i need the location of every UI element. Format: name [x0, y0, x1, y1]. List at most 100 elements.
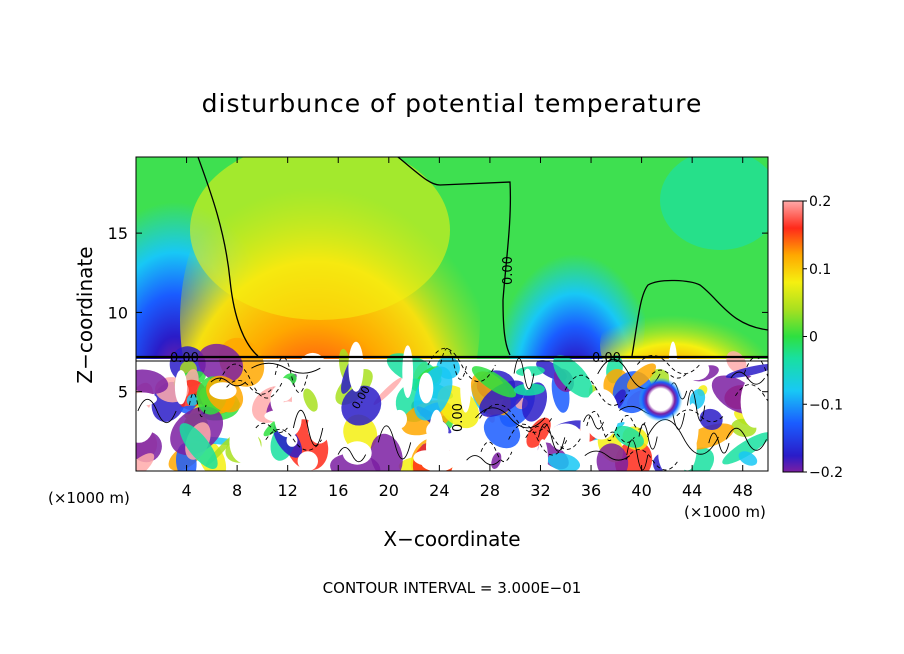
turbulence-contour — [625, 449, 680, 471]
turbulence-gap — [270, 386, 284, 414]
contour-interval-note: CONTOUR INTERVAL = 3.000E−01 — [323, 579, 582, 597]
turbulence-contour — [508, 423, 568, 456]
turbulence-gap — [297, 451, 318, 471]
turbulence-contour — [274, 356, 308, 394]
turbulence-contour — [638, 423, 658, 450]
turbulence-contour — [377, 425, 412, 460]
x-tick-label: 40 — [631, 481, 651, 500]
turbulence-patch — [722, 432, 768, 465]
turbulence-patch — [725, 363, 768, 379]
x-tick-label: 24 — [429, 481, 449, 500]
turbulence-contour — [137, 398, 177, 424]
x-axis: 4 8 12 16 20 24 28 32 36 40 44 48 — [181, 157, 753, 500]
turbulence-gap — [286, 434, 298, 447]
turbulence-contour — [440, 348, 468, 380]
turbulence-gap — [209, 382, 237, 400]
x-axis-label: X−coordinate — [383, 527, 520, 551]
turbulence-contour — [626, 439, 649, 471]
turbulence-contour — [735, 384, 768, 402]
turbulence-patch — [197, 343, 244, 383]
vortex-ring — [638, 377, 683, 422]
turbulence-contour — [725, 427, 767, 451]
turbulence-contour — [480, 441, 513, 463]
x-tick-label: 32 — [530, 481, 550, 500]
x-tick-label: 44 — [682, 481, 702, 500]
turbulence-patch — [553, 355, 593, 398]
colorbar-tick-label: 0 — [809, 330, 818, 346]
turbulence-contour — [210, 377, 247, 387]
turbulence-contour — [466, 455, 501, 466]
turbulence-patch — [526, 417, 551, 448]
contour-label: 0.00 — [170, 351, 199, 366]
turbulence-contour — [584, 450, 631, 461]
x-tick-label: 36 — [581, 481, 601, 500]
y-axis-label: Z−coordinate — [73, 246, 97, 383]
turbulence-contour — [427, 347, 496, 383]
turbulence-patch — [513, 383, 545, 396]
turbulence-patch — [614, 425, 644, 448]
turbulence-gap — [658, 431, 689, 471]
turbulence-contour — [636, 355, 701, 375]
turbulence-patch — [471, 366, 517, 398]
turbulence-patch — [370, 433, 403, 471]
turbulence-gap — [402, 345, 414, 399]
turbulence-gap — [413, 450, 440, 466]
lower-turbulent-layer — [136, 337, 768, 471]
x-unit-right: (×1000 m) — [684, 503, 766, 521]
y-tick-label: 10 — [108, 303, 128, 322]
turbulence-contour — [188, 392, 207, 418]
turbulence-contour — [583, 414, 604, 430]
turbulence-gap — [584, 388, 619, 440]
turbulence-contour — [708, 432, 730, 454]
y-tick-label: 15 — [108, 224, 128, 243]
x-tick-label: 16 — [328, 481, 348, 500]
turbulence-contour — [525, 425, 582, 450]
turbulence-gap — [307, 410, 331, 444]
contour-lines — [136, 157, 768, 362]
colorbar-scale — [782, 200, 804, 473]
turbulence-gap — [745, 388, 768, 427]
turbulence-patch — [596, 443, 629, 471]
turbulence-patch — [179, 423, 218, 470]
turbulence-gap — [418, 372, 434, 404]
turbulence-gap — [682, 359, 710, 381]
turbulence-gap — [342, 441, 372, 465]
x-tick-label: 28 — [480, 481, 500, 500]
turbulence-contour — [475, 407, 546, 429]
turbulence-patch — [303, 388, 318, 412]
turbulence-patch — [547, 452, 581, 471]
turbulence-gap — [229, 420, 259, 464]
turbulence-gap — [460, 362, 471, 413]
y-tick-label: 5 — [118, 383, 128, 402]
turbulence-gap — [467, 430, 483, 469]
contour-label: 0.00 — [592, 351, 621, 366]
turbulence-contour — [251, 362, 321, 374]
turbulence-gap — [264, 409, 300, 423]
turbulence-contour — [219, 363, 284, 399]
turbulence-patch — [626, 363, 657, 390]
turbulence-contour — [730, 371, 765, 385]
turbulence-patch — [136, 369, 169, 394]
turbulence-gap — [392, 409, 407, 429]
x-tick-label: 48 — [733, 481, 753, 500]
turbulence-contour — [226, 379, 274, 395]
turbulence-gap — [537, 439, 548, 471]
x-tick-label: 12 — [278, 481, 298, 500]
turbulence-gap — [686, 403, 699, 449]
turbulence-contour — [479, 403, 552, 433]
x-tick-label: 20 — [379, 481, 399, 500]
turbulence-gap — [136, 402, 154, 443]
colorbar-tick-label: −0.2 — [809, 465, 843, 481]
y-axis: 5 10 15 — [108, 224, 768, 402]
turbulence-contour — [620, 414, 646, 430]
turbulence-contour — [292, 409, 324, 447]
turbulence-contour — [255, 422, 288, 433]
plot-area — [136, 157, 768, 471]
colorbar-ticks: 0.2 0.1 0 −0.1 −0.2 — [803, 194, 843, 481]
colorbar-tick-label: 0.2 — [809, 194, 831, 210]
turbulence-patch — [483, 414, 521, 449]
colorbar-tick-label: 0.1 — [809, 262, 831, 278]
turbulence-contour — [646, 419, 719, 455]
turbulence-gap — [548, 423, 583, 451]
